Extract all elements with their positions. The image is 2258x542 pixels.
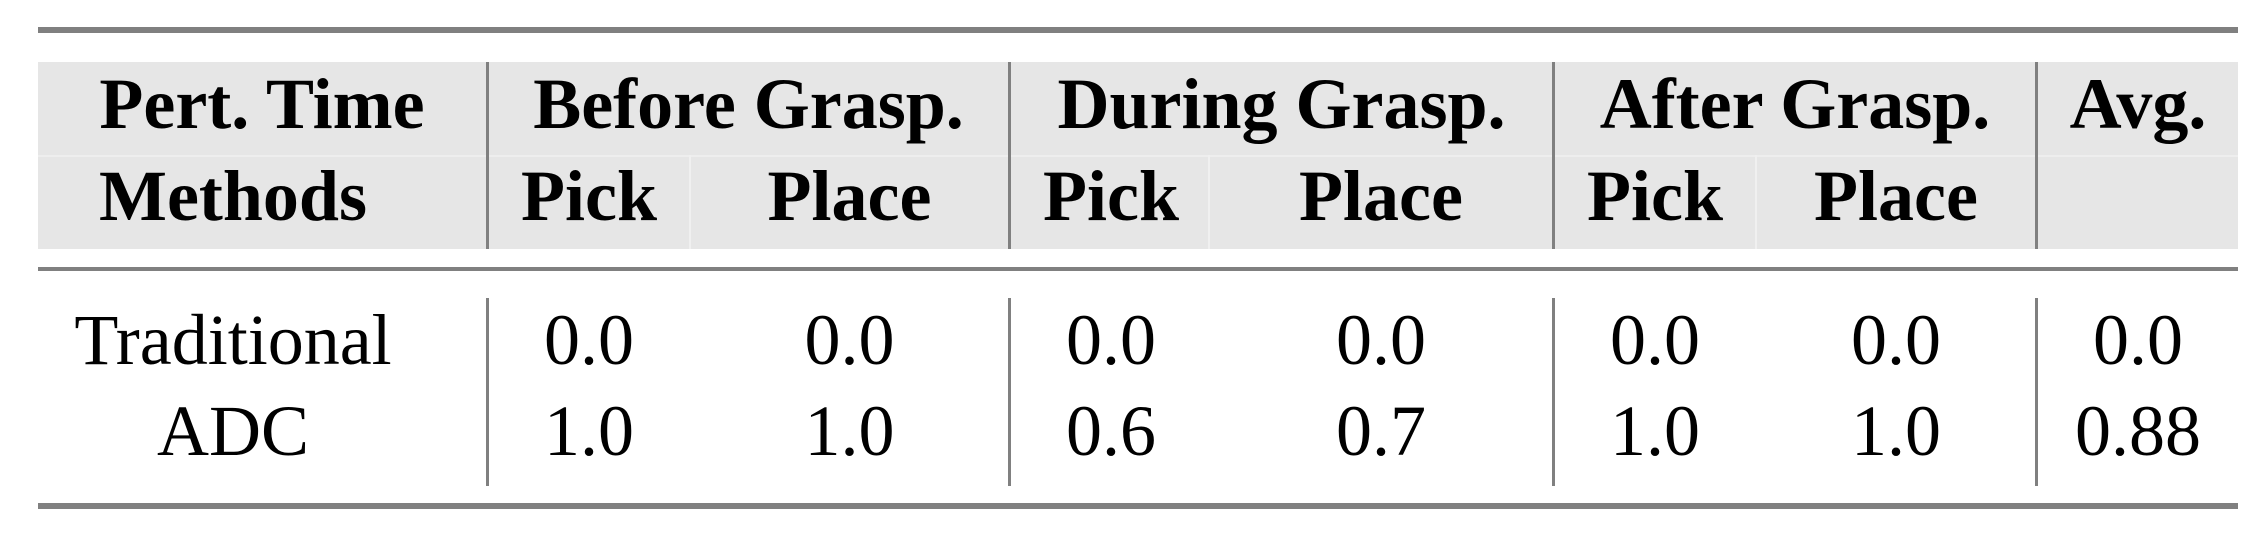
column-divider [1552,62,1555,249]
header-during-pick: Pick [1043,156,1179,236]
header-row-divider [38,155,2238,157]
value-after-place: 0.0 [1851,300,1941,380]
value-after-place: 1.0 [1851,391,1941,471]
header-after-grasp: After Grasp. [1599,64,1991,144]
subcolumn-divider [689,155,691,249]
header-avg: Avg. [2069,64,2207,144]
header-after-pick: Pick [1587,156,1723,236]
value-during-place: 0.7 [1336,391,1426,471]
column-divider [486,298,489,486]
bottom-rule [38,503,2238,509]
top-rule [38,27,2238,33]
value-avg: 0.88 [2075,391,2201,471]
header-before-place: Place [767,156,932,236]
value-after-pick: 1.0 [1610,391,1700,471]
header-during-grasp: During Grasp. [1057,64,1506,144]
column-divider [1552,298,1555,486]
mid-rule [38,267,2238,271]
column-divider [1008,298,1011,486]
value-before-pick: 0.0 [544,300,634,380]
value-during-pick: 0.6 [1066,391,1156,471]
header-before-grasp: Before Grasp. [533,64,964,144]
value-during-place: 0.0 [1336,300,1426,380]
method-name: Traditional [74,300,392,380]
header-after-place: Place [1814,156,1978,236]
value-after-pick: 0.0 [1610,300,1700,380]
value-before-pick: 1.0 [544,391,634,471]
header-before-pick: Pick [521,156,657,236]
header-methods: Methods [99,156,367,236]
value-before-place: 1.0 [804,391,895,471]
column-divider [486,62,489,249]
column-divider [2035,298,2038,486]
method-name: ADC [156,391,309,471]
header-pert-time: Pert. Time [99,64,425,144]
header-during-place: Place [1299,156,1463,236]
column-divider [1008,62,1011,249]
value-avg: 0.0 [2093,300,2183,380]
value-during-pick: 0.0 [1066,300,1156,380]
value-before-place: 0.0 [804,300,895,380]
subcolumn-divider [1755,155,1757,249]
column-divider [2035,62,2038,249]
subcolumn-divider [1208,155,1210,249]
